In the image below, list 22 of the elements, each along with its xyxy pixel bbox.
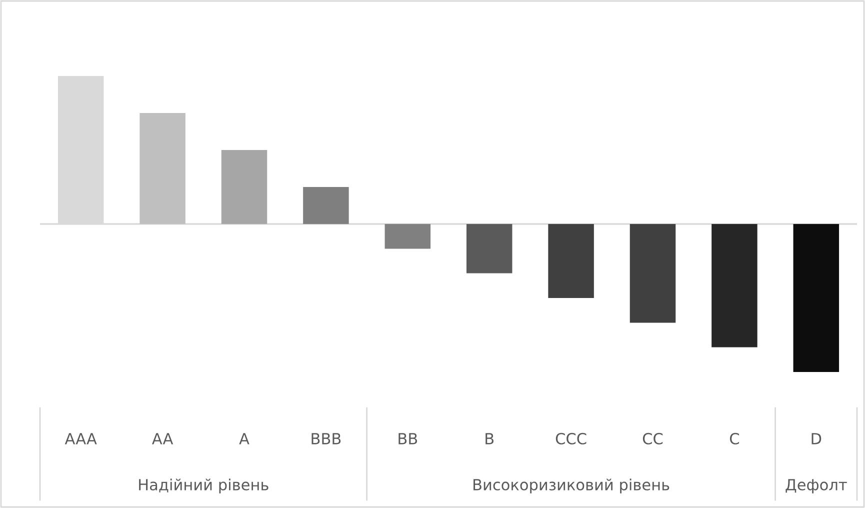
x-tick-label: AA <box>152 433 174 444</box>
bar <box>712 224 758 348</box>
bar <box>630 224 676 323</box>
bar <box>384 224 431 249</box>
text: Надійний рівень <box>139 478 268 494</box>
bar <box>221 150 268 224</box>
x-tick-label: C <box>730 432 739 444</box>
x-tick-label: BB <box>398 433 418 444</box>
x-tick-label: AAA <box>64 433 97 444</box>
bar <box>548 224 594 298</box>
x-tick-label: B <box>486 433 494 444</box>
bar <box>303 187 349 224</box>
text: Високоризиковий рівень <box>474 478 670 494</box>
bar <box>140 113 186 224</box>
x-tick-label: CCC <box>556 432 586 444</box>
x-tick-label: A <box>239 433 250 444</box>
x-tick-label: BBB <box>312 433 341 444</box>
bar <box>793 224 840 372</box>
x-tick-label: CC <box>642 432 663 444</box>
text: Дефолт <box>786 479 847 494</box>
bar <box>466 224 512 274</box>
x-tick-label: D <box>812 433 822 444</box>
